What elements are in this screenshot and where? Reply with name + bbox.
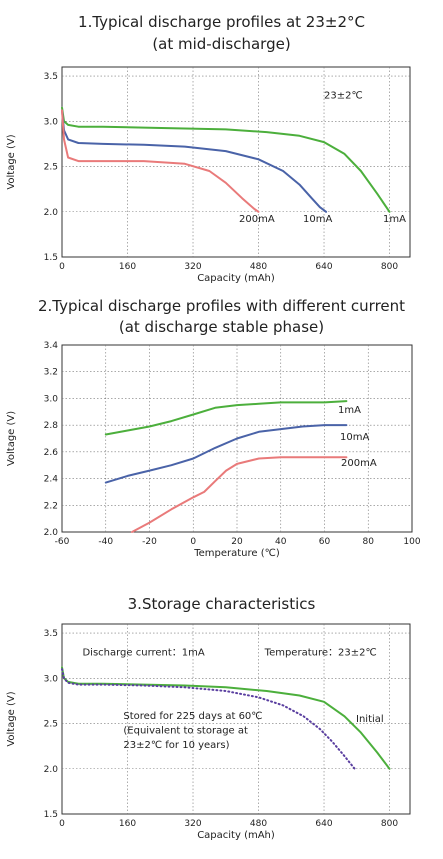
x-tick-label: 480 — [250, 262, 267, 272]
series-line-initial — [61, 666, 391, 770]
plot-frame — [61, 623, 411, 815]
y-tick-label: 3.5 — [44, 629, 58, 639]
annotation: Discharge current：1mA — [82, 648, 204, 659]
chart3-title: 3.Storage characteristics — [127, 595, 316, 613]
annotation: 23±2℃ for 10 years) — [123, 740, 229, 751]
y-axis-label: Voltage (V) — [6, 134, 17, 189]
y-tick-label: 3.2 — [44, 368, 58, 378]
x-tick-label: 320 — [184, 819, 201, 829]
x-tick-label: 800 — [381, 819, 398, 829]
y-tick-label: 3.0 — [44, 117, 59, 127]
chart1-subtitle: (at mid-discharge) — [152, 35, 291, 53]
annotation: Stored for 225 days at 60℃ — [123, 711, 262, 722]
y-axis-label: Voltage (V) — [6, 691, 17, 746]
y-tick-label: 3.5 — [44, 72, 58, 82]
x-tick-label: 100 — [403, 537, 420, 547]
y-tick-label: 3.4 — [44, 341, 59, 351]
plot-frame — [61, 66, 411, 258]
y-tick-label: 2.5 — [44, 720, 58, 730]
y-tick-label: 2.4 — [44, 475, 59, 485]
annotation: (Equivalent to storage at — [123, 725, 248, 736]
chart1-title: 1.Typical discharge profiles at 23±2°C — [78, 13, 365, 31]
x-tick-label: 20 — [231, 537, 243, 547]
series-label-200ma: 200mA — [239, 214, 275, 225]
x-axis-label: Capacity (mAh) — [197, 830, 275, 841]
y-tick-label: 3.0 — [44, 394, 59, 404]
chart2-temperature-profiles: -60 -40 -20 0 20 40 60 80 100 2.0 2.2 2.4 2.6 2.8 3.0 3… — [6, 341, 421, 559]
y-tick-label: 2.0 — [44, 528, 59, 538]
x-tick-label: 80 — [363, 537, 375, 547]
y-axis-label: Voltage (V) — [6, 411, 17, 466]
series-label-200ma: 200mA — [341, 458, 377, 469]
x-tick-label: -40 — [98, 537, 113, 547]
x-tick-label: 40 — [275, 537, 287, 547]
x-tick-label: -20 — [142, 537, 157, 547]
y-tick-label: 2.0 — [44, 208, 59, 218]
series-line-1ma — [61, 106, 391, 213]
y-tick-label: 1.5 — [44, 253, 58, 263]
x-tick-label: 640 — [315, 819, 332, 829]
y-tick-label: 2.2 — [44, 501, 58, 511]
y-tick-label: 3.0 — [44, 674, 59, 684]
series-label-1ma: 1mA — [338, 405, 361, 416]
x-tick-label: 0 — [59, 819, 65, 829]
x-tick-label: 160 — [119, 819, 136, 829]
series-label-10ma: 10mA — [340, 432, 369, 443]
y-tick-label: 2.6 — [44, 448, 59, 458]
series-line-200ma — [131, 456, 348, 533]
y-tick-label: 2.5 — [44, 163, 58, 173]
x-tick-label: 320 — [184, 262, 201, 272]
series-line-10ma — [61, 109, 328, 213]
chart2-subtitle: (at discharge stable phase) — [118, 318, 325, 336]
x-tick-label: 60 — [319, 537, 331, 547]
chart1-discharge-profiles: 0 160 320 480 640 800 1.5 2.0 2.5 3.0 3.5 Capacity … — [6, 66, 411, 284]
series-line-1ma — [104, 400, 348, 436]
y-tick-label: 2.0 — [44, 765, 59, 775]
x-tick-label: 800 — [381, 262, 398, 272]
y-tick-label: 1.5 — [44, 810, 58, 820]
x-axis-label: Capacity (mAh) — [197, 273, 275, 284]
y-tick-label: 2.8 — [44, 421, 59, 431]
x-tick-label: 0 — [59, 262, 65, 272]
x-tick-label: 0 — [190, 537, 196, 547]
series-line-10ma — [104, 424, 348, 484]
x-tick-label: 640 — [315, 262, 332, 272]
x-axis-label: Temperature (℃) — [193, 548, 280, 559]
series-label-10ma: 10mA — [303, 214, 332, 225]
series-label-1ma: 1mA — [383, 214, 406, 225]
annotation: Temperature：23±2℃ — [264, 648, 377, 659]
series-line-stored — [61, 668, 356, 770]
x-tick-label: 160 — [119, 262, 136, 272]
annotation: 23±2℃ — [324, 91, 363, 102]
x-tick-label: -60 — [55, 537, 70, 547]
chart2-title: 2.Typical discharge profiles with differ… — [37, 297, 406, 315]
series-label-initial: Initial — [356, 714, 384, 725]
series-line-200ma — [61, 109, 260, 213]
x-tick-label: 480 — [250, 819, 267, 829]
